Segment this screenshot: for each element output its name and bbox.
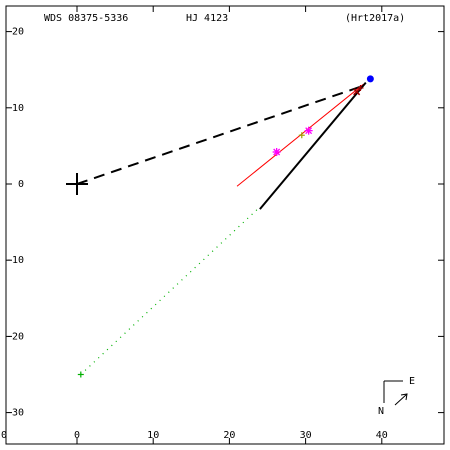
motion-line <box>259 82 367 210</box>
dashed-line <box>76 85 362 185</box>
data-point-star <box>305 127 313 135</box>
data-point-star <box>273 148 281 156</box>
data-point-latest <box>366 75 374 83</box>
y-tick-label: 20 <box>12 27 24 38</box>
y-tick-label: -10 <box>6 255 24 266</box>
plot-axes <box>5 5 445 445</box>
compass-arrow-head <box>400 393 408 401</box>
data-point-x <box>353 88 361 96</box>
plot-labels: WDS 08375-5336 HJ 4123 (Hrt2017a) 20 10 0 -… <box>1 13 405 441</box>
compass-north-label: N <box>378 406 384 417</box>
plot-points <box>66 75 374 378</box>
reference-label: (Hrt2017a) <box>345 13 405 24</box>
y-tick-label: 10 <box>12 103 24 114</box>
wds-id-label: WDS 08375-5336 <box>44 13 128 24</box>
x-tick-label: 40 <box>376 430 388 441</box>
y-tick-label: 0 <box>18 179 24 190</box>
compass-motion-arrow <box>394 393 408 406</box>
star-name-label: HJ 4123 <box>186 13 228 24</box>
x-tick-label: 30 <box>300 430 312 441</box>
compass-east-label: E <box>409 376 415 387</box>
y-tick-label: -20 <box>6 331 24 342</box>
y-tick-label: -30 <box>6 408 24 419</box>
plot-frame <box>5 5 445 445</box>
x-tick-label: 0 <box>74 430 80 441</box>
x-tick-label: 10 <box>147 430 159 441</box>
x-tick-label: 20 <box>223 430 235 441</box>
x-edge-label: 0 <box>1 430 7 441</box>
compass-rose: E N <box>378 376 415 417</box>
